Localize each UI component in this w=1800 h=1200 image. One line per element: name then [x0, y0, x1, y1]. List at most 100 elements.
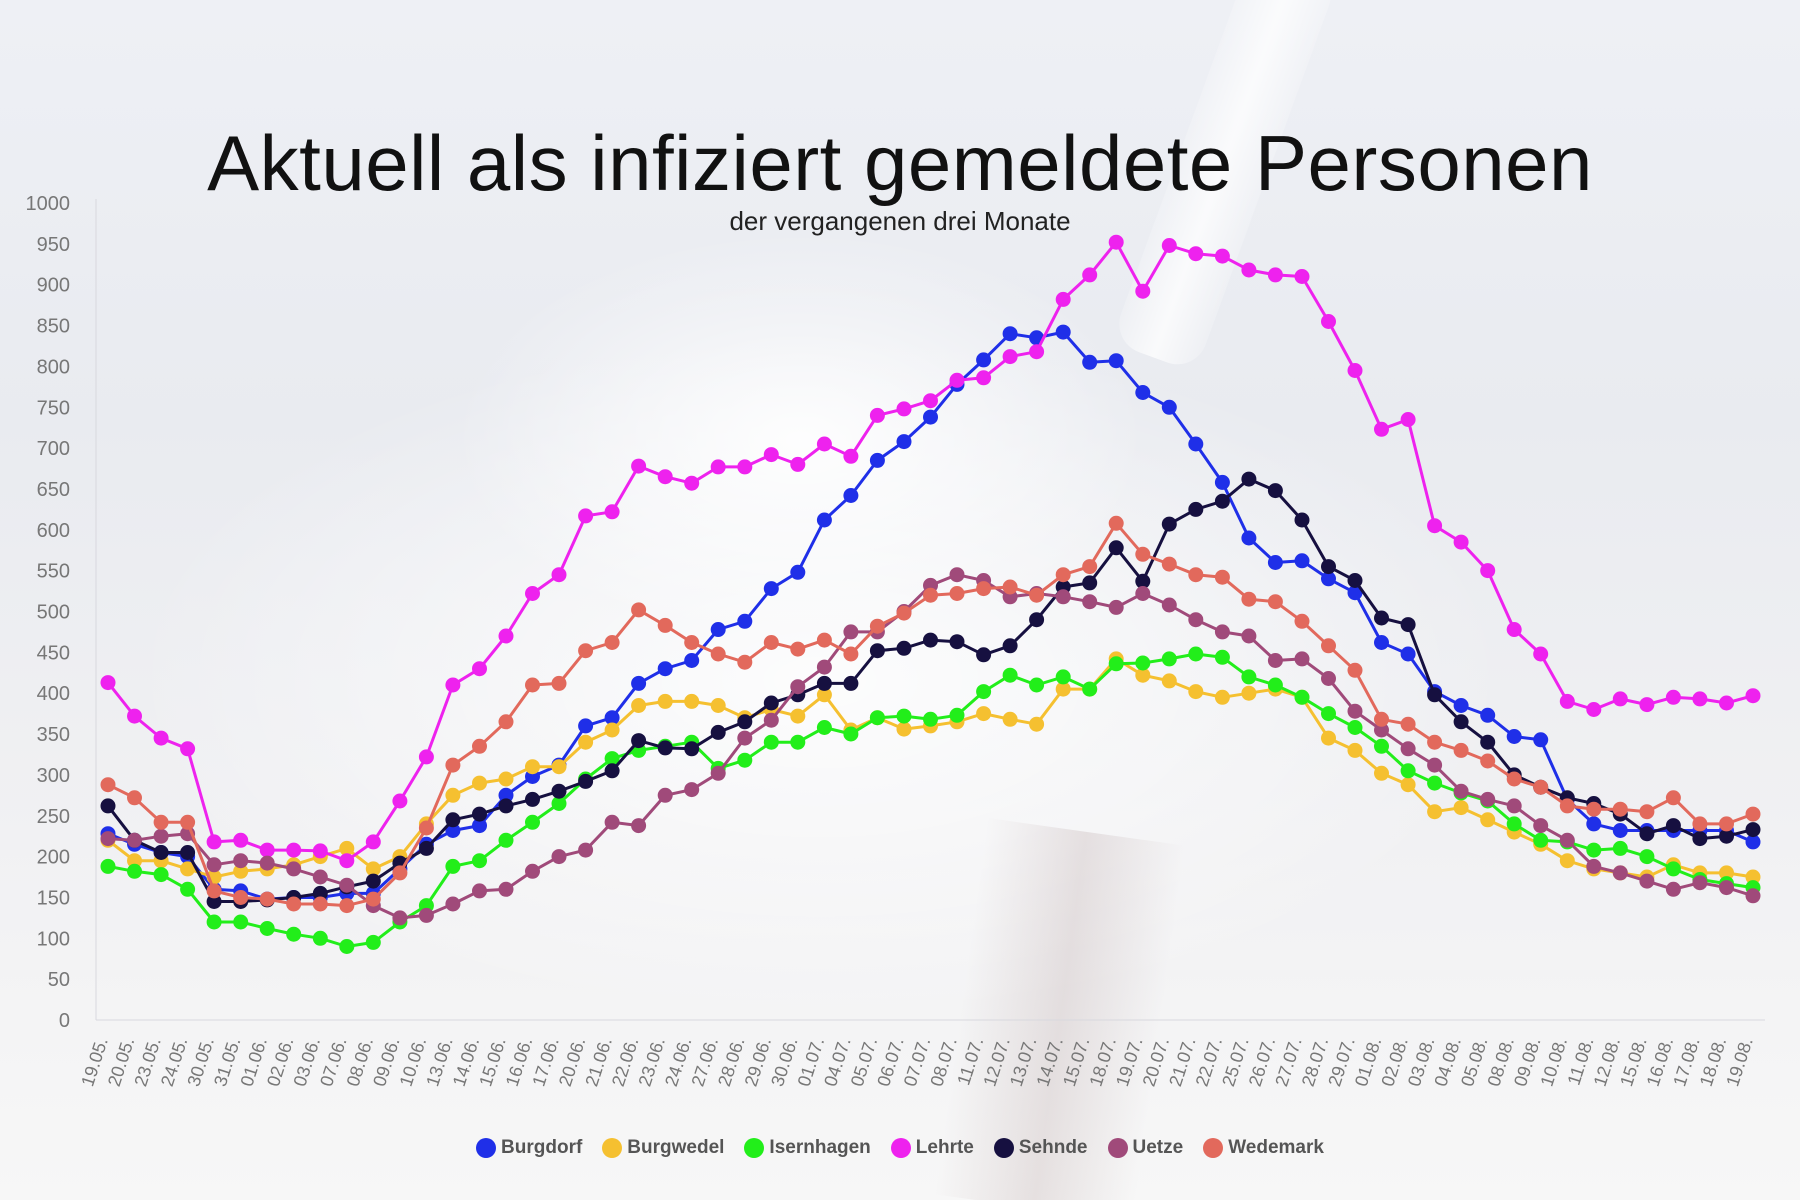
data-point-burgdorf: [1347, 585, 1363, 601]
y-tick-label: 0: [59, 1010, 70, 1032]
legend-item-uetze[interactable]: Uetze: [1107, 1137, 1183, 1159]
data-point-lehrte: [259, 842, 275, 858]
data-point-sehnde: [631, 733, 647, 749]
data-point-uetze: [657, 787, 673, 803]
data-point-isernhagen: [1374, 738, 1389, 754]
data-point-burgdorf: [1188, 436, 1204, 452]
data-point-isernhagen: [1188, 646, 1204, 662]
data-point-sehnde: [1692, 831, 1708, 847]
data-point-wedemark: [1267, 594, 1283, 610]
data-point-sehnde: [1294, 512, 1310, 528]
legend-item-lehrte[interactable]: Lehrte: [890, 1137, 974, 1159]
data-point-burgwedel: [631, 698, 647, 713]
data-point-burgdorf: [604, 710, 620, 726]
data-point-uetze: [843, 624, 859, 640]
data-point-lehrte: [418, 749, 434, 765]
data-point-isernhagen: [286, 926, 302, 942]
data-point-isernhagen: [1161, 651, 1177, 667]
data-point-lehrte: [1029, 344, 1045, 360]
legend-swatch: [1203, 1138, 1224, 1158]
data-point-burgdorf: [1294, 553, 1310, 569]
data-point-burgwedel: [1347, 742, 1363, 758]
y-tick-label: 750: [37, 397, 70, 419]
data-point-wedemark: [365, 891, 381, 907]
data-point-wedemark: [472, 738, 487, 754]
data-point-wedemark: [737, 654, 753, 670]
data-point-uetze: [1427, 757, 1443, 773]
data-point-lehrte: [286, 842, 302, 858]
legend-item-burgwedel[interactable]: Burgwedel: [602, 1137, 724, 1159]
data-point-uetze: [1639, 873, 1655, 889]
data-point-burgdorf: [498, 787, 514, 803]
data-point-isernhagen: [100, 858, 116, 874]
data-point-isernhagen: [312, 930, 328, 946]
legend-item-wedemark[interactable]: Wedemark: [1203, 1137, 1324, 1159]
data-point-uetze: [551, 849, 567, 865]
data-point-wedemark: [869, 618, 885, 634]
data-point-isernhagen: [949, 707, 965, 723]
data-point-isernhagen: [1267, 677, 1283, 693]
data-point-lehrte: [1002, 349, 1018, 365]
data-point-wedemark: [418, 820, 434, 836]
data-point-lehrte: [710, 459, 726, 475]
data-point-lehrte: [604, 504, 620, 520]
data-point-wedemark: [790, 641, 806, 657]
legend-item-burgdorf[interactable]: Burgdorf: [476, 1137, 582, 1159]
data-point-wedemark: [1745, 806, 1761, 822]
data-point-wedemark: [1506, 771, 1522, 787]
data-point-burgwedel: [1135, 667, 1151, 683]
y-tick-label: 300: [37, 765, 70, 787]
data-point-burgdorf: [1135, 385, 1151, 400]
data-point-uetze: [684, 782, 700, 798]
data-point-burgdorf: [1241, 530, 1257, 546]
data-point-burgdorf: [657, 661, 673, 677]
data-point-isernhagen: [843, 726, 859, 742]
data-point-sehnde: [1082, 575, 1098, 591]
chart-subtitle: der vergangenen drei Monate: [729, 206, 1071, 236]
data-point-sehnde: [1453, 714, 1469, 730]
data-point-uetze: [1665, 881, 1681, 897]
data-point-burgwedel: [365, 861, 381, 877]
data-point-wedemark: [684, 635, 700, 650]
y-tick-label: 400: [37, 683, 70, 705]
data-point-wedemark: [1427, 734, 1443, 750]
legend-item-sehnde[interactable]: Sehnde: [993, 1137, 1088, 1159]
data-point-lehrte: [525, 586, 540, 601]
data-point-burgwedel: [472, 775, 487, 791]
data-point-uetze: [949, 567, 965, 583]
data-point-wedemark: [1692, 816, 1708, 832]
data-point-isernhagen: [1294, 689, 1310, 705]
data-point-wedemark: [763, 635, 779, 650]
data-point-wedemark: [949, 586, 965, 601]
data-point-wedemark: [1719, 816, 1734, 832]
data-point-uetze: [578, 842, 594, 858]
data-point-wedemark: [1612, 801, 1628, 817]
data-point-lehrte: [1506, 622, 1522, 637]
data-point-isernhagen: [153, 867, 169, 883]
data-point-burgwedel: [1745, 869, 1761, 885]
data-point-wedemark: [1559, 798, 1575, 814]
data-point-burgwedel: [1055, 681, 1071, 697]
legend-item-isernhagen[interactable]: Isernhagen: [744, 1137, 871, 1159]
data-point-uetze: [127, 832, 142, 848]
data-point-uetze: [790, 679, 806, 695]
data-point-sehnde: [710, 724, 726, 740]
data-point-isernhagen: [737, 752, 753, 768]
y-tick-label: 850: [37, 316, 70, 338]
data-point-sehnde: [472, 806, 487, 822]
data-point-lehrte: [1480, 563, 1496, 579]
data-point-burgwedel: [1214, 689, 1230, 705]
data-point-burgwedel: [1321, 730, 1336, 746]
data-point-uetze: [1347, 703, 1363, 719]
data-point-burgwedel: [1719, 865, 1734, 881]
data-point-burgwedel: [445, 787, 461, 803]
data-point-sehnde: [923, 632, 938, 648]
data-point-uetze: [1294, 651, 1310, 667]
data-point-uetze: [1559, 832, 1575, 848]
data-point-wedemark: [1241, 591, 1257, 607]
data-point-lehrte: [684, 475, 700, 491]
data-point-isernhagen: [816, 720, 832, 735]
data-point-wedemark: [1586, 801, 1602, 817]
legend-swatch: [1107, 1138, 1128, 1158]
data-point-uetze: [1506, 798, 1522, 814]
